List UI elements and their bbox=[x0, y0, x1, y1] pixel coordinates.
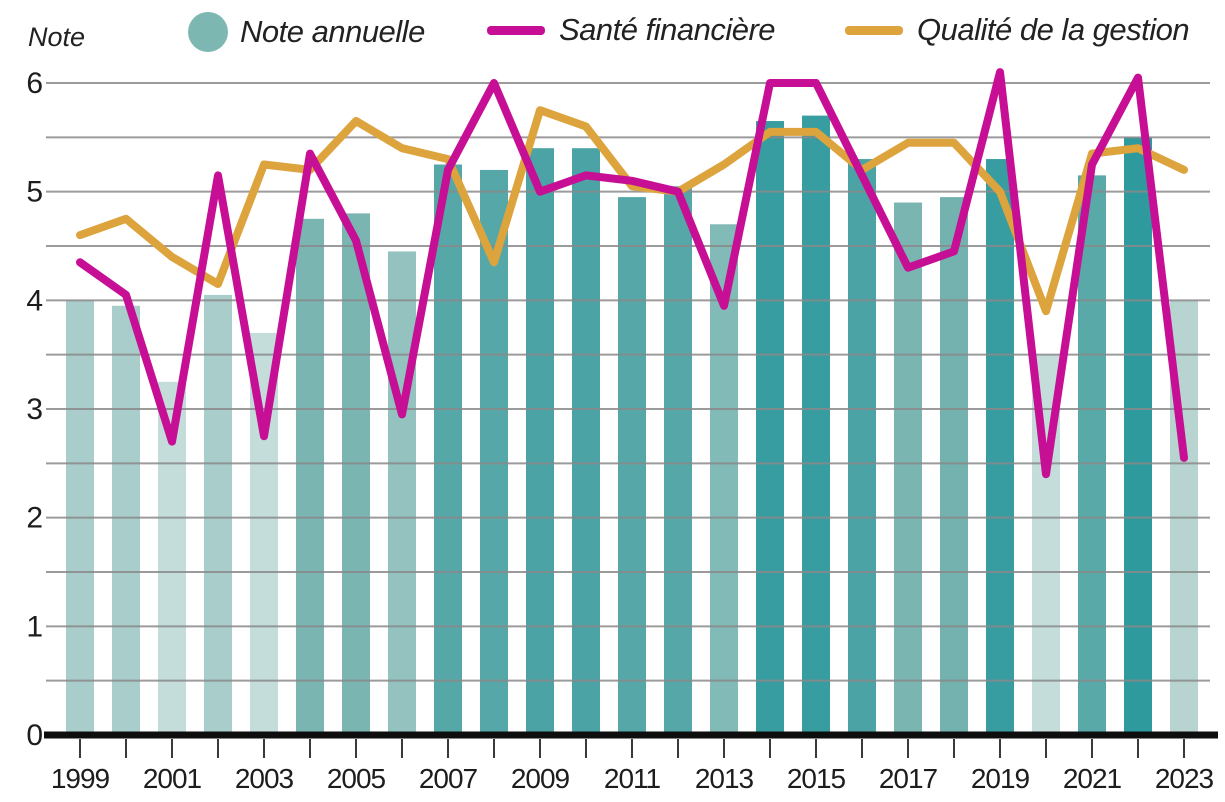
legend-label-sante-financiere: Santé financière bbox=[559, 12, 776, 47]
bar-2012 bbox=[664, 186, 692, 735]
sante-financiere-line bbox=[76, 68, 1188, 479]
bar-2021 bbox=[1078, 175, 1106, 735]
x-axis-label-2003: 2003 bbox=[235, 763, 294, 794]
sante-financiere-swatch-icon bbox=[487, 25, 545, 35]
bar-2010 bbox=[572, 148, 600, 735]
x-axis-label-2023: 2023 bbox=[1155, 763, 1214, 794]
x-axis-label-2001: 2001 bbox=[143, 763, 202, 794]
y-axis-label-1: 1 bbox=[26, 610, 42, 643]
bar-2014 bbox=[756, 121, 784, 736]
legend-item-note-annuelle: Note annuelle bbox=[188, 12, 425, 52]
legend-item-qualite-gestion: Qualité de la gestion bbox=[845, 12, 1190, 48]
x-axis-label-2021: 2021 bbox=[1063, 763, 1122, 794]
bar-2022 bbox=[1124, 137, 1152, 736]
bar-2011 bbox=[618, 197, 646, 736]
x-axis-label-2013: 2013 bbox=[695, 763, 754, 794]
bar-2017 bbox=[894, 202, 922, 736]
y-axis-label-6: 6 bbox=[26, 67, 42, 100]
legend-item-sante-financiere: Santé financière bbox=[487, 12, 776, 48]
bar-2015 bbox=[802, 115, 830, 736]
y-axis-title: Note bbox=[28, 22, 86, 52]
qualite-gestion-line bbox=[76, 106, 1188, 316]
note-annuelle-swatch-icon bbox=[188, 12, 228, 52]
x-axis-label-2009: 2009 bbox=[511, 763, 570, 794]
qualite-gestion-swatch-icon bbox=[845, 25, 903, 35]
y-axis-label-0: 0 bbox=[26, 719, 42, 752]
bar-2002 bbox=[204, 294, 232, 735]
x-axis-label-2007: 2007 bbox=[419, 763, 478, 794]
bar-2007 bbox=[434, 164, 462, 735]
bar-2009 bbox=[526, 148, 554, 735]
bar-2000 bbox=[112, 305, 140, 735]
y-axis-label-2: 2 bbox=[26, 502, 42, 535]
x-axis-label-2011: 2011 bbox=[604, 763, 661, 794]
legend-label-note-annuelle: Note annuelle bbox=[240, 14, 425, 49]
bar-2016 bbox=[848, 159, 876, 736]
x-axis-line bbox=[44, 731, 1218, 739]
bar-2018 bbox=[940, 197, 968, 736]
x-axis-label-1999: 1999 bbox=[51, 763, 110, 794]
y-axis-label-4: 4 bbox=[26, 284, 42, 317]
x-axis-label-2019: 2019 bbox=[971, 763, 1030, 794]
y-axis-label-5: 5 bbox=[26, 176, 42, 209]
y-axis-label-3: 3 bbox=[26, 393, 42, 426]
legend: Note Note annuelle Santé financière Qual… bbox=[0, 0, 1225, 60]
legend-label-qualite-gestion: Qualité de la gestion bbox=[917, 12, 1190, 47]
bar-2019 bbox=[986, 159, 1014, 736]
bar-2004 bbox=[296, 218, 324, 736]
bar-2006 bbox=[388, 251, 416, 735]
x-axis-label-2015: 2015 bbox=[787, 763, 846, 794]
x-axis-label-2017: 2017 bbox=[879, 763, 938, 794]
x-axis-label-2005: 2005 bbox=[327, 763, 386, 794]
